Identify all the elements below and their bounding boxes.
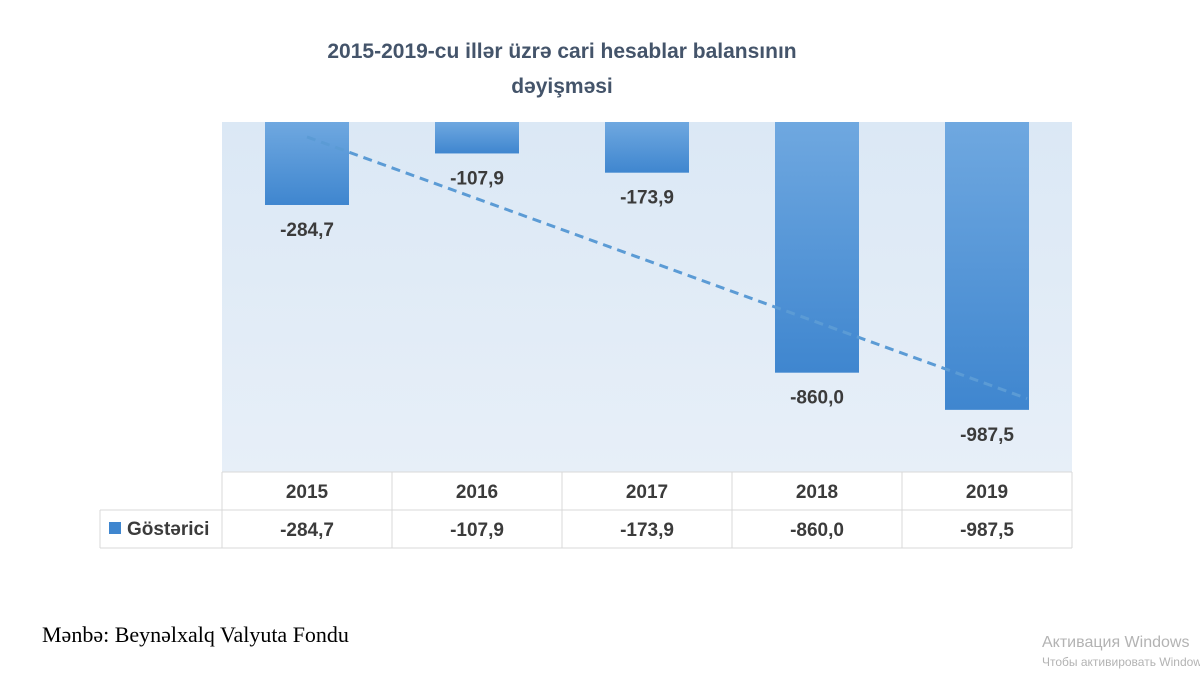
bar-2018 (775, 122, 859, 373)
bar-2017 (605, 122, 689, 173)
trendline (306, 135, 1028, 400)
windows-activation-watermark: Активация Windows Чтобы активировать Win… (1042, 633, 1200, 671)
data-label-2017: -173,9 (620, 188, 674, 209)
data-label-2015: -284,7 (280, 220, 334, 241)
table-category-2016: 2016 (456, 482, 498, 503)
table-category-2018: 2018 (796, 482, 838, 503)
bar-2016 (435, 122, 519, 154)
table-value-2015: -284,7 (280, 520, 334, 541)
watermark-line-1: Активация Windows (1042, 634, 1190, 651)
table-value-2016: -107,9 (450, 520, 504, 541)
plot-area (222, 122, 1072, 472)
table-category-2017: 2017 (626, 482, 668, 503)
chart-title: 2015-2019-cu illər üzrə cari hesablar ba… (262, 34, 862, 104)
bar-2015 (265, 122, 349, 205)
watermark-line-2: Чтобы активировать Windows (1042, 655, 1200, 669)
data-label-2016: -107,9 (450, 168, 504, 189)
source-note: Mənbə: Beynəlxalq Valyuta Fondu (42, 622, 349, 647)
legend-label: Göstərici (127, 519, 209, 540)
table-category-2019: 2019 (966, 482, 1008, 503)
data-label-2019: -987,5 (960, 425, 1014, 446)
table-category-2015: 2015 (286, 482, 329, 503)
table-value-2017: -173,9 (620, 520, 674, 541)
data-label-2018: -860,0 (790, 388, 844, 409)
legend-key (109, 522, 121, 534)
table-value-2018: -860,0 (790, 520, 844, 541)
bar-2019 (945, 122, 1029, 410)
chart-title-line-2: dəyişməsi (511, 75, 613, 98)
table-value-2019: -987,5 (960, 520, 1014, 541)
chart-title-line-1: 2015-2019-cu illər üzrə cari hesablar ba… (327, 40, 797, 63)
